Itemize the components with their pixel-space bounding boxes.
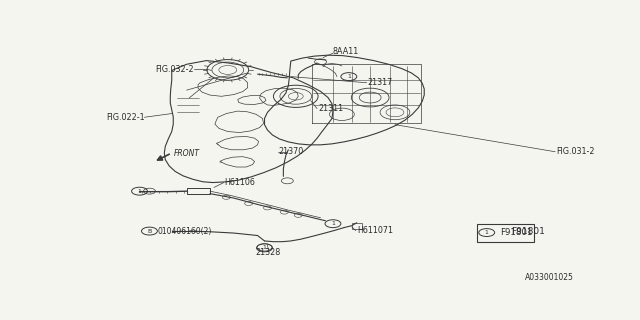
- Text: B: B: [147, 228, 152, 234]
- Text: 21311: 21311: [318, 104, 343, 113]
- Text: 1: 1: [138, 189, 141, 194]
- Text: 8AA11: 8AA11: [333, 47, 359, 56]
- Text: FRONT: FRONT: [174, 149, 200, 158]
- Text: 1: 1: [331, 221, 335, 226]
- Text: F91801: F91801: [500, 228, 533, 237]
- Text: FIG.022-1: FIG.022-1: [106, 113, 145, 122]
- Text: 21328: 21328: [256, 248, 281, 257]
- Text: 1: 1: [484, 230, 489, 235]
- Text: 21370: 21370: [278, 147, 303, 156]
- Text: F91801: F91801: [511, 227, 545, 236]
- Text: A033001025: A033001025: [525, 273, 573, 283]
- Text: 010406160(2): 010406160(2): [158, 227, 212, 236]
- Text: FIG.031-2: FIG.031-2: [556, 147, 595, 156]
- Text: H61106: H61106: [224, 178, 255, 187]
- Text: 21317: 21317: [367, 78, 393, 87]
- Text: H611071: H611071: [356, 226, 393, 235]
- Text: 1: 1: [262, 245, 266, 250]
- Text: FIG.032-2: FIG.032-2: [156, 65, 194, 74]
- Text: 1: 1: [347, 74, 351, 79]
